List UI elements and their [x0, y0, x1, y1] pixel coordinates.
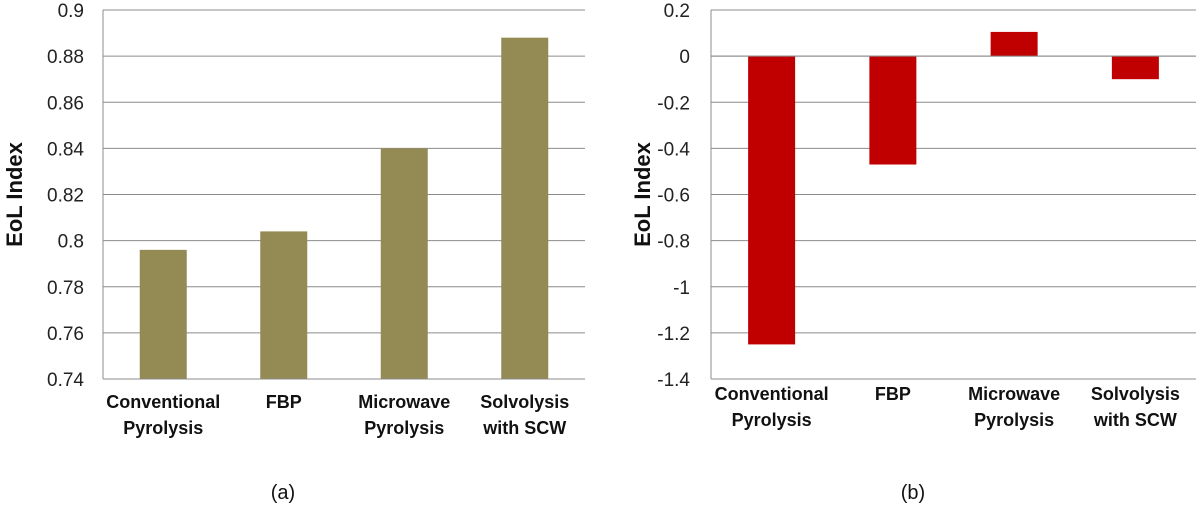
x-category-label-line: Pyrolysis [732, 410, 812, 430]
panel-caption: (a) [271, 482, 295, 504]
bar [748, 56, 796, 345]
y-tick-label: -0.6 [657, 186, 690, 207]
x-category-label: Microwave Pyrolysis [358, 392, 450, 438]
x-category-label-line: Solvolysis [1091, 384, 1180, 404]
y-tick-label: 0.76 [47, 324, 84, 345]
bar [501, 37, 549, 380]
y-tick-label: -1.2 [657, 324, 690, 345]
chart-panel-a: 0.74 0.76 0.78 0.8 0.82 0.84 0.86 0.88 0.9 Conven… [2, 1, 585, 504]
y-tick-label: 0.2 [664, 1, 690, 22]
x-category-label: FBP [266, 392, 302, 412]
x-category-label: Solvolysis with SCW [1091, 384, 1180, 430]
x-category-label: Conventional Pyrolysis [106, 392, 220, 438]
y-tick-label: -0.4 [657, 139, 690, 160]
x-category-label: FBP [875, 384, 911, 404]
bar [1111, 56, 1159, 80]
bar [869, 56, 917, 165]
y-tick-label: -1 [673, 278, 690, 299]
y-tick-label: 0.9 [58, 1, 84, 22]
y-tick-label: 0.78 [47, 278, 84, 299]
x-category-label-line: Pyrolysis [974, 410, 1054, 430]
x-category-label-line: Conventional [106, 392, 220, 412]
y-tick-label: 0.88 [47, 47, 84, 68]
y-tick-label: 0.82 [47, 186, 84, 207]
x-category-label-line: Solvolysis [480, 392, 569, 412]
bar [139, 249, 187, 379]
x-category-label: Microwave Pyrolysis [968, 384, 1060, 430]
y-tick-label: 0.86 [47, 93, 84, 114]
y-tick-label: 0.74 [47, 370, 84, 391]
bar [380, 148, 428, 379]
panel-caption: (b) [901, 482, 925, 504]
chart-panel-b: -1.4 -1.2 -1 -0.8 -0.6 -0.4 -0.2 0 0.2 Convention… [630, 1, 1196, 504]
y-tick-label: 0 [679, 47, 690, 68]
x-category-label-line: Pyrolysis [364, 418, 444, 438]
x-category-label-line: with SCW [1093, 410, 1177, 430]
x-category-label-line: Pyrolysis [123, 418, 203, 438]
y-tick-label: -1.4 [657, 370, 690, 391]
x-category-label-line: with SCW [482, 418, 566, 438]
bar [990, 31, 1038, 57]
x-category-label-line: FBP [266, 392, 302, 412]
y-tick-label: -0.2 [657, 93, 690, 114]
y-axis-title: EoL Index [630, 141, 655, 246]
y-tick-label: 0.84 [47, 139, 84, 160]
x-category-label-line: Conventional [715, 384, 829, 404]
x-category-label: Solvolysis with SCW [480, 392, 569, 438]
y-axis-title: EoL Index [2, 141, 27, 246]
x-category-label-line: Microwave [358, 392, 450, 412]
y-tick-label: 0.8 [58, 232, 84, 253]
x-category-label-line: FBP [875, 384, 911, 404]
x-category-label: Conventional Pyrolysis [715, 384, 829, 430]
bar [260, 231, 308, 379]
x-category-label-line: Microwave [968, 384, 1060, 404]
y-tick-label: -0.8 [657, 232, 690, 253]
